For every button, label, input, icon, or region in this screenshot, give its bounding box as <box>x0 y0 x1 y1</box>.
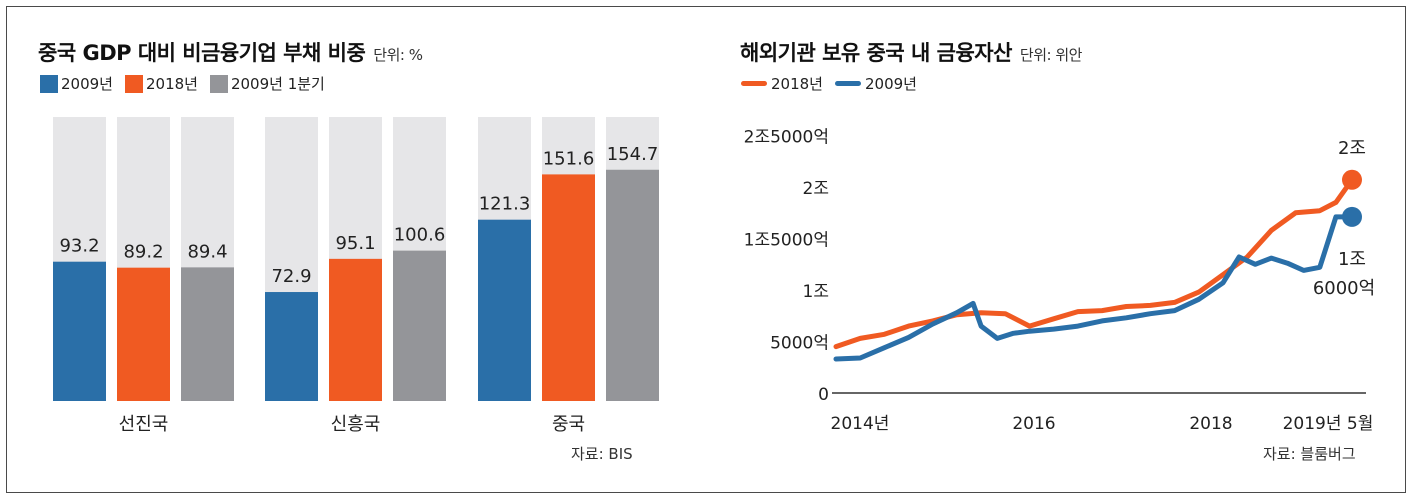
y-tick-label: 1조 <box>803 282 829 302</box>
legend-label: 2009년 <box>61 75 113 93</box>
legend-line-blue <box>834 81 861 86</box>
series-end-dot <box>1342 206 1362 227</box>
legend-item-2018: 2018년 <box>124 73 198 94</box>
category-label: 중국 <box>552 414 585 435</box>
right-title-text: 해외기관 보유 중국 내 금융자산 <box>740 41 1012 65</box>
y-tick-label: 1조5000억 <box>744 231 829 251</box>
series-line <box>833 177 1355 350</box>
bar <box>265 292 318 401</box>
bar <box>181 267 234 401</box>
end-value-label-blue: 1조 <box>1338 249 1366 270</box>
bar-value-label: 154.7 <box>607 144 659 165</box>
bar-value-label: 93.2 <box>59 236 99 257</box>
bar-value-label: 95.1 <box>335 233 375 254</box>
legend-label: 2009년 1분기 <box>230 75 325 93</box>
x-tick-label: 2014년 <box>831 414 890 434</box>
x-tick-label: 2019년 5월 <box>1283 414 1374 434</box>
legend-label: 2009년 <box>864 75 917 93</box>
left-unit-label: 단위: % <box>373 46 423 64</box>
left-legend: 2009년 2018년 2009년 1분기 <box>40 73 337 94</box>
legend-item-2018-line: 2018년 <box>741 73 823 94</box>
series-line <box>833 214 1355 362</box>
right-source: 자료: 블룸버그 <box>1263 445 1356 463</box>
left-source: 자료: BIS <box>571 445 633 463</box>
y-tick-label: 0 <box>818 385 829 405</box>
bar <box>329 258 382 401</box>
bar-value-label: 121.3 <box>479 194 531 215</box>
bar <box>117 267 170 401</box>
x-tick-label: 2018 <box>1189 414 1232 434</box>
legend-item-2009-line: 2009년 <box>834 73 917 94</box>
y-tick-label: 2조5000억 <box>744 128 829 148</box>
bar-value-label: 151.6 <box>543 148 595 169</box>
legend-label: 2018년 <box>145 75 198 93</box>
legend-swatch-gray <box>209 74 228 93</box>
bar-value-label: 89.4 <box>187 241 227 262</box>
end-value-label-blue: 6000억 <box>1313 278 1375 299</box>
legend-label: 2018년 <box>771 75 823 93</box>
category-label: 신흥국 <box>331 414 381 435</box>
category-label: 선진국 <box>119 414 169 435</box>
right-legend: 2018년 2009년 <box>741 73 929 94</box>
legend-swatch-blue <box>40 74 58 93</box>
legend-item-2009: 2009년 <box>40 73 113 94</box>
bar <box>542 174 595 401</box>
y-tick-label: 5000억 <box>770 334 829 354</box>
bar-value-label: 72.9 <box>271 266 311 287</box>
left-chart-title: 중국 GDP 대비 비금융기업 부채 비중 단위: % <box>38 37 423 67</box>
figure-frame <box>6 6 1406 493</box>
bar-value-label: 100.6 <box>394 225 446 246</box>
right-unit-label: 단위: 위안 <box>1019 46 1083 64</box>
bar <box>478 219 531 401</box>
series-end-dot <box>1342 169 1362 190</box>
legend-item-2009q1: 2009년 1분기 <box>209 73 325 94</box>
bar <box>53 261 106 401</box>
y-tick-label: 2조 <box>803 179 829 199</box>
end-value-label-orange: 2조 <box>1338 138 1366 159</box>
line-chart: 0 5000억 1조 1조5000억 2조 2조5000억 2014년 2016 2018 201… <box>744 128 1376 435</box>
bar <box>606 169 659 401</box>
bar-chart: 93.2 89.2 89.4 선진국 72.9 95.1 100.6 신흥국 121.3 151.… <box>53 117 659 435</box>
legend-swatch-orange <box>124 74 143 93</box>
right-chart-title: 해외기관 보유 중국 내 금융자산 단위: 위안 <box>740 37 1082 67</box>
left-title-text: 중국 GDP 대비 비금융기업 부채 비중 <box>38 41 366 65</box>
x-tick-label: 2016 <box>1012 414 1055 434</box>
bar <box>393 250 446 401</box>
bar-value-label: 89.2 <box>123 242 163 263</box>
legend-line-orange <box>741 81 767 86</box>
